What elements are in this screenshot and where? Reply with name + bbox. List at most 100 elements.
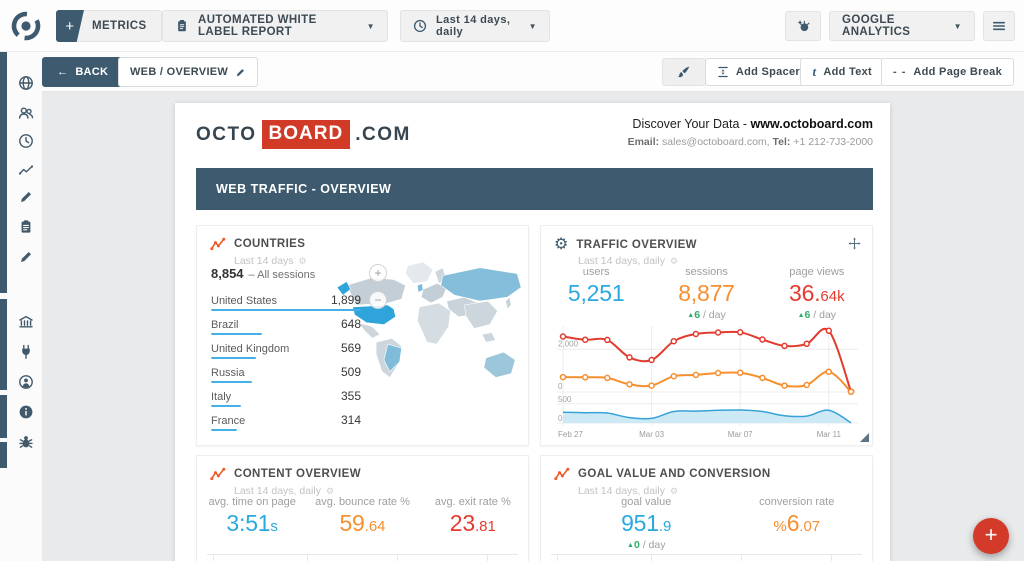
country-name: United Kingdom [211, 343, 290, 355]
metric-value: %6.07 [773, 510, 821, 536]
countries-panel: COUNTRIES Last 14 days ⚙ 8,854 – All ses… [196, 225, 529, 446]
settings-gear-icon[interactable]: ⚙ [669, 255, 679, 266]
move-widget-icon[interactable] [848, 237, 861, 250]
country-bar [211, 405, 241, 407]
country-bar [211, 429, 237, 431]
metric-goal-value: goal value 951.9 ▲0 / day [571, 496, 722, 551]
users-icon[interactable] [18, 105, 34, 121]
metric-label: sessions [685, 266, 728, 278]
country-row[interactable]: United States 1,899 [211, 293, 361, 311]
add-text-label: Add Text [823, 66, 872, 78]
report-toolbar: ← BACK WEB / OVERVIEW Add Spacer t Add T… [0, 52, 1024, 92]
report-name: AUTOMATED WHITE LABEL REPORT [198, 14, 317, 38]
chevron-down-icon: ▼ [528, 21, 537, 31]
brush-icon [677, 65, 691, 79]
metric-delta: ▲0 / day [627, 539, 666, 551]
traffic-overview-panel: ⚙ TRAFFIC OVERVIEW Last 14 days, daily ⚙… [540, 225, 873, 446]
date-range-selector[interactable]: Last 14 days, daily ▼ [400, 10, 550, 42]
bank-icon[interactable] [18, 314, 34, 330]
settings-gear-icon[interactable]: ⚙ [298, 255, 307, 266]
sidebar-active-strip [0, 442, 7, 468]
add-spacer-button[interactable]: Add Spacer [704, 58, 812, 86]
plug-icon[interactable] [18, 344, 34, 360]
vertical-spacer-icon [717, 66, 729, 78]
countries-list: 8,854 – All sessions United States 1,899 B… [211, 266, 361, 437]
history-icon[interactable] [18, 133, 34, 149]
map-zoom-in-button[interactable]: + [369, 264, 387, 282]
menu-button[interactable] [983, 11, 1015, 41]
panel-subtitle: Last 14 days, daily [578, 255, 665, 267]
person-icon[interactable] [18, 374, 34, 390]
bug-icon[interactable] [18, 434, 34, 450]
country-bar [211, 357, 256, 359]
panel-title: GOAL VALUE AND CONVERSION [578, 468, 771, 480]
text-icon: t [812, 64, 817, 79]
email-label: Email: [627, 136, 660, 148]
report-brand: OCTO BOARD .COM [196, 120, 411, 149]
country-name: Russia [211, 367, 245, 379]
section-title: WEB TRAFFIC - OVERVIEW [216, 182, 392, 196]
sidebar-active-strip [0, 299, 7, 390]
country-row[interactable]: France 314 [211, 413, 361, 431]
chevron-down-icon: ▼ [366, 21, 375, 31]
country-row[interactable]: Brazil 648 [211, 317, 361, 335]
page-break-icon: - - [893, 66, 907, 78]
report-title-button[interactable]: WEB / OVERVIEW [118, 57, 259, 87]
octoboard-logo-icon[interactable] [10, 10, 42, 42]
pencil-icon[interactable] [18, 249, 34, 265]
clipboard-icon [175, 19, 189, 33]
country-name: France [211, 415, 246, 427]
metric-sessions: sessions 8,877 ▲6 / day [651, 266, 761, 321]
style-button[interactable] [662, 58, 706, 86]
metric-value: 951.9 [621, 510, 672, 536]
info-icon[interactable] [18, 404, 34, 420]
country-sessions: 509 [340, 365, 361, 379]
content-overview-panel: CONTENT OVERVIEW Last 14 days, daily ⚙ a… [196, 455, 529, 561]
country-name: Italy [211, 391, 232, 403]
country-sessions: 314 [340, 413, 361, 427]
back-button[interactable]: ← BACK [42, 57, 124, 87]
resize-handle-icon[interactable] [860, 433, 869, 442]
tel-value: +1 212-7J3-2000 [790, 136, 873, 148]
add-text-button[interactable]: t Add Text [800, 58, 884, 86]
add-metrics-button[interactable]: + METRICS [56, 10, 162, 42]
settings-gear-icon[interactable]: ⚙ [325, 485, 335, 496]
country-row[interactable]: Russia 509 [211, 365, 361, 383]
pencil-icon[interactable] [18, 189, 34, 205]
datasource-selector[interactable]: GOOGLE ANALYTICS ▼ [829, 11, 975, 41]
country-row[interactable]: Italy 355 [211, 389, 361, 407]
country-row[interactable]: United Kingdom 569 [211, 341, 361, 359]
metric-avg-time-on-page: avg. time on page 3:51s [197, 496, 307, 535]
metric-value: 5,251 [567, 280, 625, 306]
metric-value: 59.64 [339, 510, 386, 536]
metric-label: goal value [621, 496, 672, 508]
pencil-icon [235, 67, 246, 78]
sidebar-active-strip [0, 395, 7, 438]
trend-icon[interactable] [18, 162, 34, 178]
map-zoom-out-button[interactable]: − [369, 291, 387, 309]
metric-label: avg. exit rate % [434, 496, 511, 508]
tagline: Discover Your Data - [632, 117, 751, 131]
svg-text:500: 500 [558, 395, 572, 404]
add-page-break-button[interactable]: - - Add Page Break [881, 58, 1014, 86]
metric-avg-exit-rate: avg. exit rate % 23.81 [418, 496, 528, 535]
clock-icon [413, 19, 427, 33]
theme-button[interactable] [785, 11, 821, 41]
panel-title: TRAFFIC OVERVIEW [576, 239, 697, 251]
metrics-label: METRICS [92, 20, 147, 32]
metric-label: avg. bounce rate % [315, 496, 410, 508]
metric-avg-bounce-rate: avg. bounce rate % 59.64 [307, 496, 417, 535]
country-name: United States [211, 295, 278, 307]
globe-icon[interactable] [18, 75, 34, 91]
clipboard-icon[interactable] [18, 219, 34, 235]
settings-gear-icon[interactable]: ⚙ [669, 485, 679, 496]
datasource-label: GOOGLE ANALYTICS [842, 14, 911, 38]
plus-icon: + [56, 10, 84, 42]
report-selector[interactable]: AUTOMATED WHITE LABEL REPORT ▼ [162, 10, 388, 42]
world-map[interactable] [333, 256, 528, 441]
metric-label: page views [789, 266, 845, 278]
add-widget-fab[interactable]: + [973, 518, 1009, 554]
gear-icon: ⚙ [554, 236, 569, 253]
panel-title: CONTENT OVERVIEW [234, 468, 361, 480]
tel-label: Tel: [772, 136, 791, 148]
